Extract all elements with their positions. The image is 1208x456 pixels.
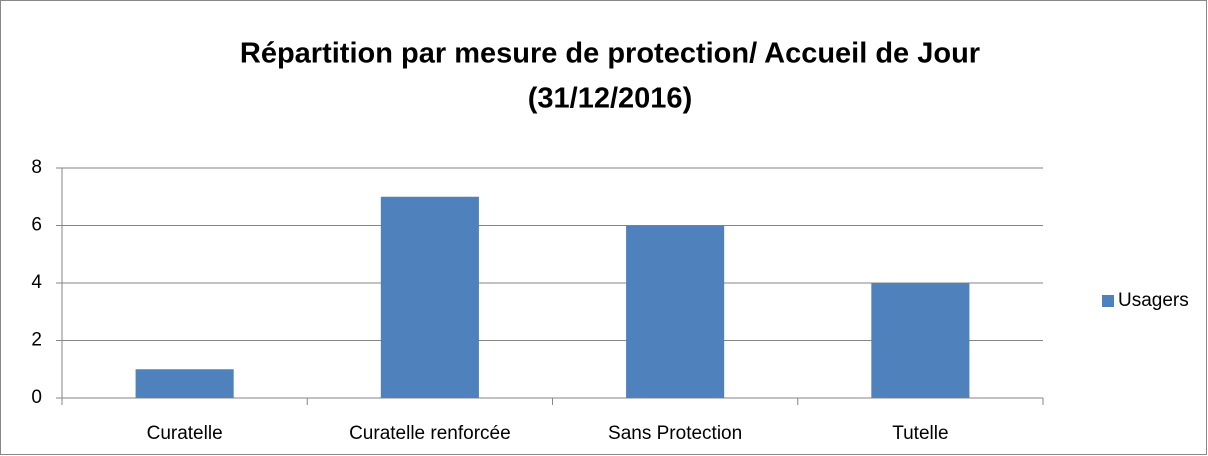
y-tick-label: 8 (31, 157, 42, 178)
bar (626, 225, 725, 398)
chart-title: (31/12/2016) (528, 83, 692, 115)
chart-title: Répartition par mesure de protection/ Ac… (240, 38, 980, 70)
x-tick-label: Sans Protection (608, 423, 742, 444)
x-tick-label: Curatelle (147, 423, 223, 444)
bar (380, 196, 479, 398)
y-tick-label: 4 (31, 272, 42, 293)
bar (135, 369, 234, 398)
bar (871, 283, 970, 398)
legend-swatch (1102, 295, 1114, 307)
y-tick-label: 2 (31, 330, 42, 351)
x-tick-label: Tutelle (892, 423, 948, 444)
legend-label: Usagers (1118, 290, 1189, 311)
y-tick-label: 0 (31, 387, 42, 408)
y-tick-label: 6 (31, 215, 42, 236)
x-tick-label: Curatelle renforcée (349, 423, 511, 444)
